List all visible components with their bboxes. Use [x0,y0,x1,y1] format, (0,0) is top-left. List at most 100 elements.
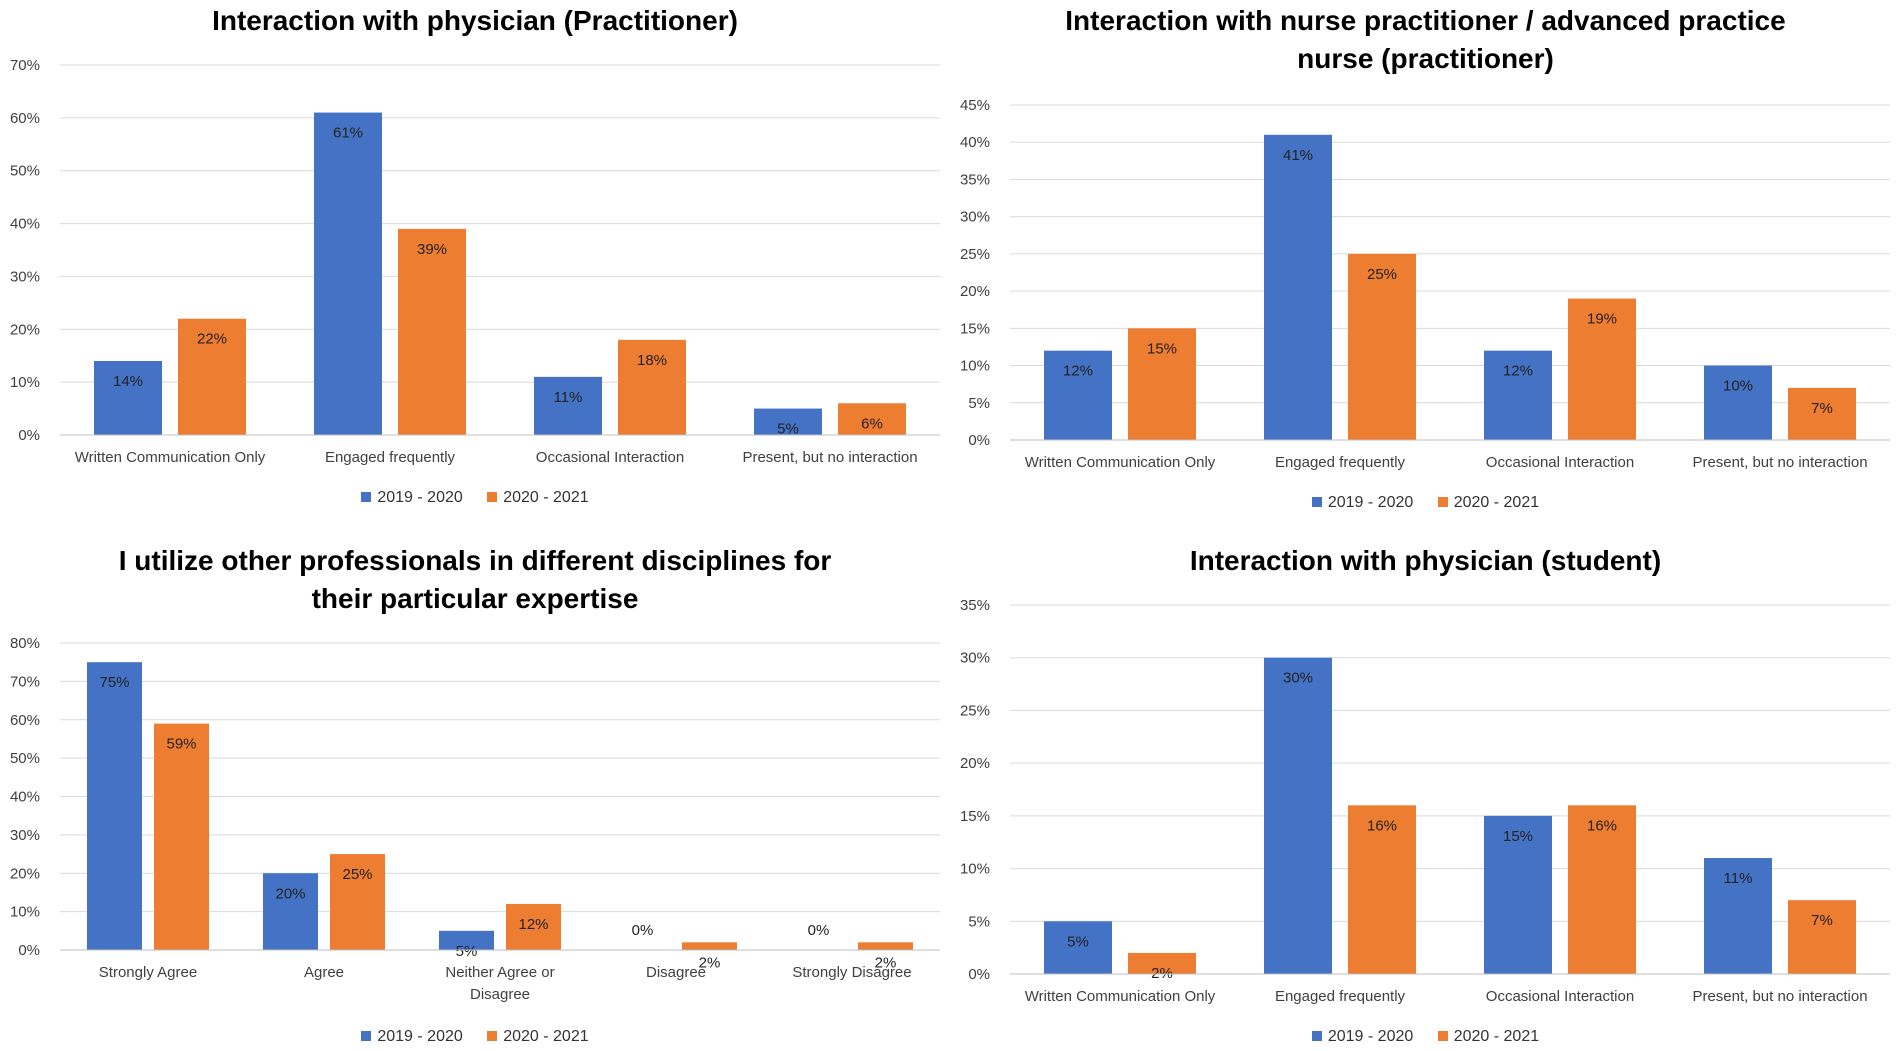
legend-label: 2019 - 2020 [377,489,463,506]
y-tick-label: 50% [10,750,40,767]
chart-plot: 0% 5% 10% 15% 20% 25% 30% 35% 40% 45% 12% 15% Writte… [960,97,1890,471]
legend-item-series-1: 2019 - 2020 [1311,1028,1413,1046]
bar-2 [506,903,561,950]
x-category-label: Occasional Interaction [536,449,684,466]
chart-physician-practitioner: Interaction with physician (Practitioner… [0,0,950,525]
bar-1 [1704,858,1772,974]
data-label: 2% [699,954,721,971]
bar-1 [1044,350,1112,440]
legend-label: 2019 - 2020 [1327,494,1414,511]
chart-utilize-professionals: I utilize other professionals in differe… [0,540,950,1051]
y-tick-label: 10% [10,904,40,921]
data-label: 11% [554,389,583,406]
bar-2 [838,403,906,435]
bar-1 [754,408,822,435]
data-label: 5% [1067,933,1089,950]
data-label: 30% [1283,670,1313,687]
y-tick-label: 80% [10,635,40,652]
bar-1 [1704,365,1772,440]
chart-title: Interaction with physician (Practitioner… [212,5,738,36]
bar-1 [1264,134,1332,440]
y-tick-label: 20% [960,283,990,300]
y-tick-label: 20% [960,755,990,772]
bar-2 [154,723,209,950]
y-tick-label: 40% [10,216,40,233]
y-tick-label: 40% [10,789,40,806]
bar-1 [439,930,494,950]
y-tick-label: 60% [10,110,40,127]
bar-2 [858,942,913,950]
legend-swatch-icon [1437,1031,1448,1041]
bar-2 [398,228,466,435]
chart-legend: 2019 - 2020 2020 - 2021 [950,1028,1901,1046]
x-category-label: Engaged frequently [1275,988,1406,1005]
data-label: 25% [342,866,372,883]
data-label: 59% [166,736,196,753]
chart-title: Interaction with nurse practitioner / ad… [1065,5,1786,74]
chart-nurse-practitioner: Interaction with nurse practitioner / ad… [950,0,1901,525]
chart-title: Interaction with physician (student) [1189,545,1662,576]
chart-plot: 0% 10% 20% 30% 40% 50% 60% 70% 80% 75% 59% Strongly… [10,635,940,1003]
y-tick-label: 30% [960,209,990,226]
x-category-label: Written Communication Only [1025,988,1216,1005]
data-label: 12% [1503,363,1533,380]
bar-2 [1348,253,1416,440]
legend-item-series-2: 2020 - 2021 [1437,494,1539,512]
legend-item-series-1: 2019 - 2020 [361,1028,463,1046]
y-tick-label: 30% [960,650,990,667]
y-tick-label: 10% [960,358,990,375]
chart-title: I utilize other professionals in differe… [118,545,832,614]
legend-swatch-icon [361,1031,372,1041]
chart-physician-student: Interaction with physician (student) 0% 5… [950,540,1901,1051]
legend-swatch-icon [1437,497,1448,507]
data-label: 0% [808,922,830,939]
legend-swatch-icon [361,492,372,502]
legend-swatch-icon [487,492,498,502]
legend-item-series-2: 2020 - 2021 [1437,1028,1540,1046]
bar-2 [618,339,686,435]
bar-1 [1484,350,1552,440]
legend-label: 2020 - 2021 [503,1028,589,1045]
y-tick-label: 25% [960,246,990,263]
x-category-label: Neither Agree or [445,964,554,981]
data-label: 61% [333,125,363,142]
chart-legend: 2019 - 2020 2020 - 2021 [950,494,1901,512]
y-tick-label: 45% [960,97,990,114]
x-category-label: Agree [304,964,344,981]
data-label: 2% [875,954,897,971]
bar-2 [330,854,385,950]
x-category-label: Engaged frequently [1275,454,1406,471]
bar-2 [682,942,737,950]
bar-2 [1568,298,1636,440]
bar-2 [1128,952,1196,974]
y-tick-label: 25% [960,702,990,719]
y-tick-label: 35% [960,171,990,188]
data-label: 12% [1063,363,1093,380]
legend-swatch-icon [1311,1031,1322,1041]
x-category-label: Written Communication Only [1025,454,1216,471]
legend-label: 2020 - 2021 [1453,1028,1540,1045]
chart-plot: 0% 5% 10% 15% 20% 25% 30% 35% 5% 2% Written Commun… [960,597,1890,1005]
y-tick-label: 60% [10,712,40,729]
legend-item-series-2: 2020 - 2021 [487,489,589,507]
bar-1 [94,361,162,435]
data-label: 39% [417,241,447,258]
x-category-label: Occasional Interaction [1486,988,1634,1005]
data-label: 16% [1367,817,1397,834]
y-tick-label: 20% [10,321,40,338]
y-tick-label: 50% [10,163,40,180]
x-category-label: Occasional Interaction [1486,454,1634,471]
legend-label: 2019 - 2020 [377,1028,463,1045]
bar-1 [1264,657,1332,974]
legend-item-series-1: 2019 - 2020 [1311,494,1414,512]
x-category-label: Engaged frequently [325,449,456,466]
y-tick-label: 10% [10,374,40,391]
data-label: 7% [1811,912,1833,929]
x-category-label: Present, but no interaction [1692,988,1867,1005]
y-tick-label: 15% [960,320,990,337]
data-label: 11% [1724,870,1753,887]
data-label: 20% [275,885,305,902]
y-tick-label: 30% [10,268,40,285]
data-label: 41% [1283,147,1313,164]
bar-1 [1044,921,1112,974]
